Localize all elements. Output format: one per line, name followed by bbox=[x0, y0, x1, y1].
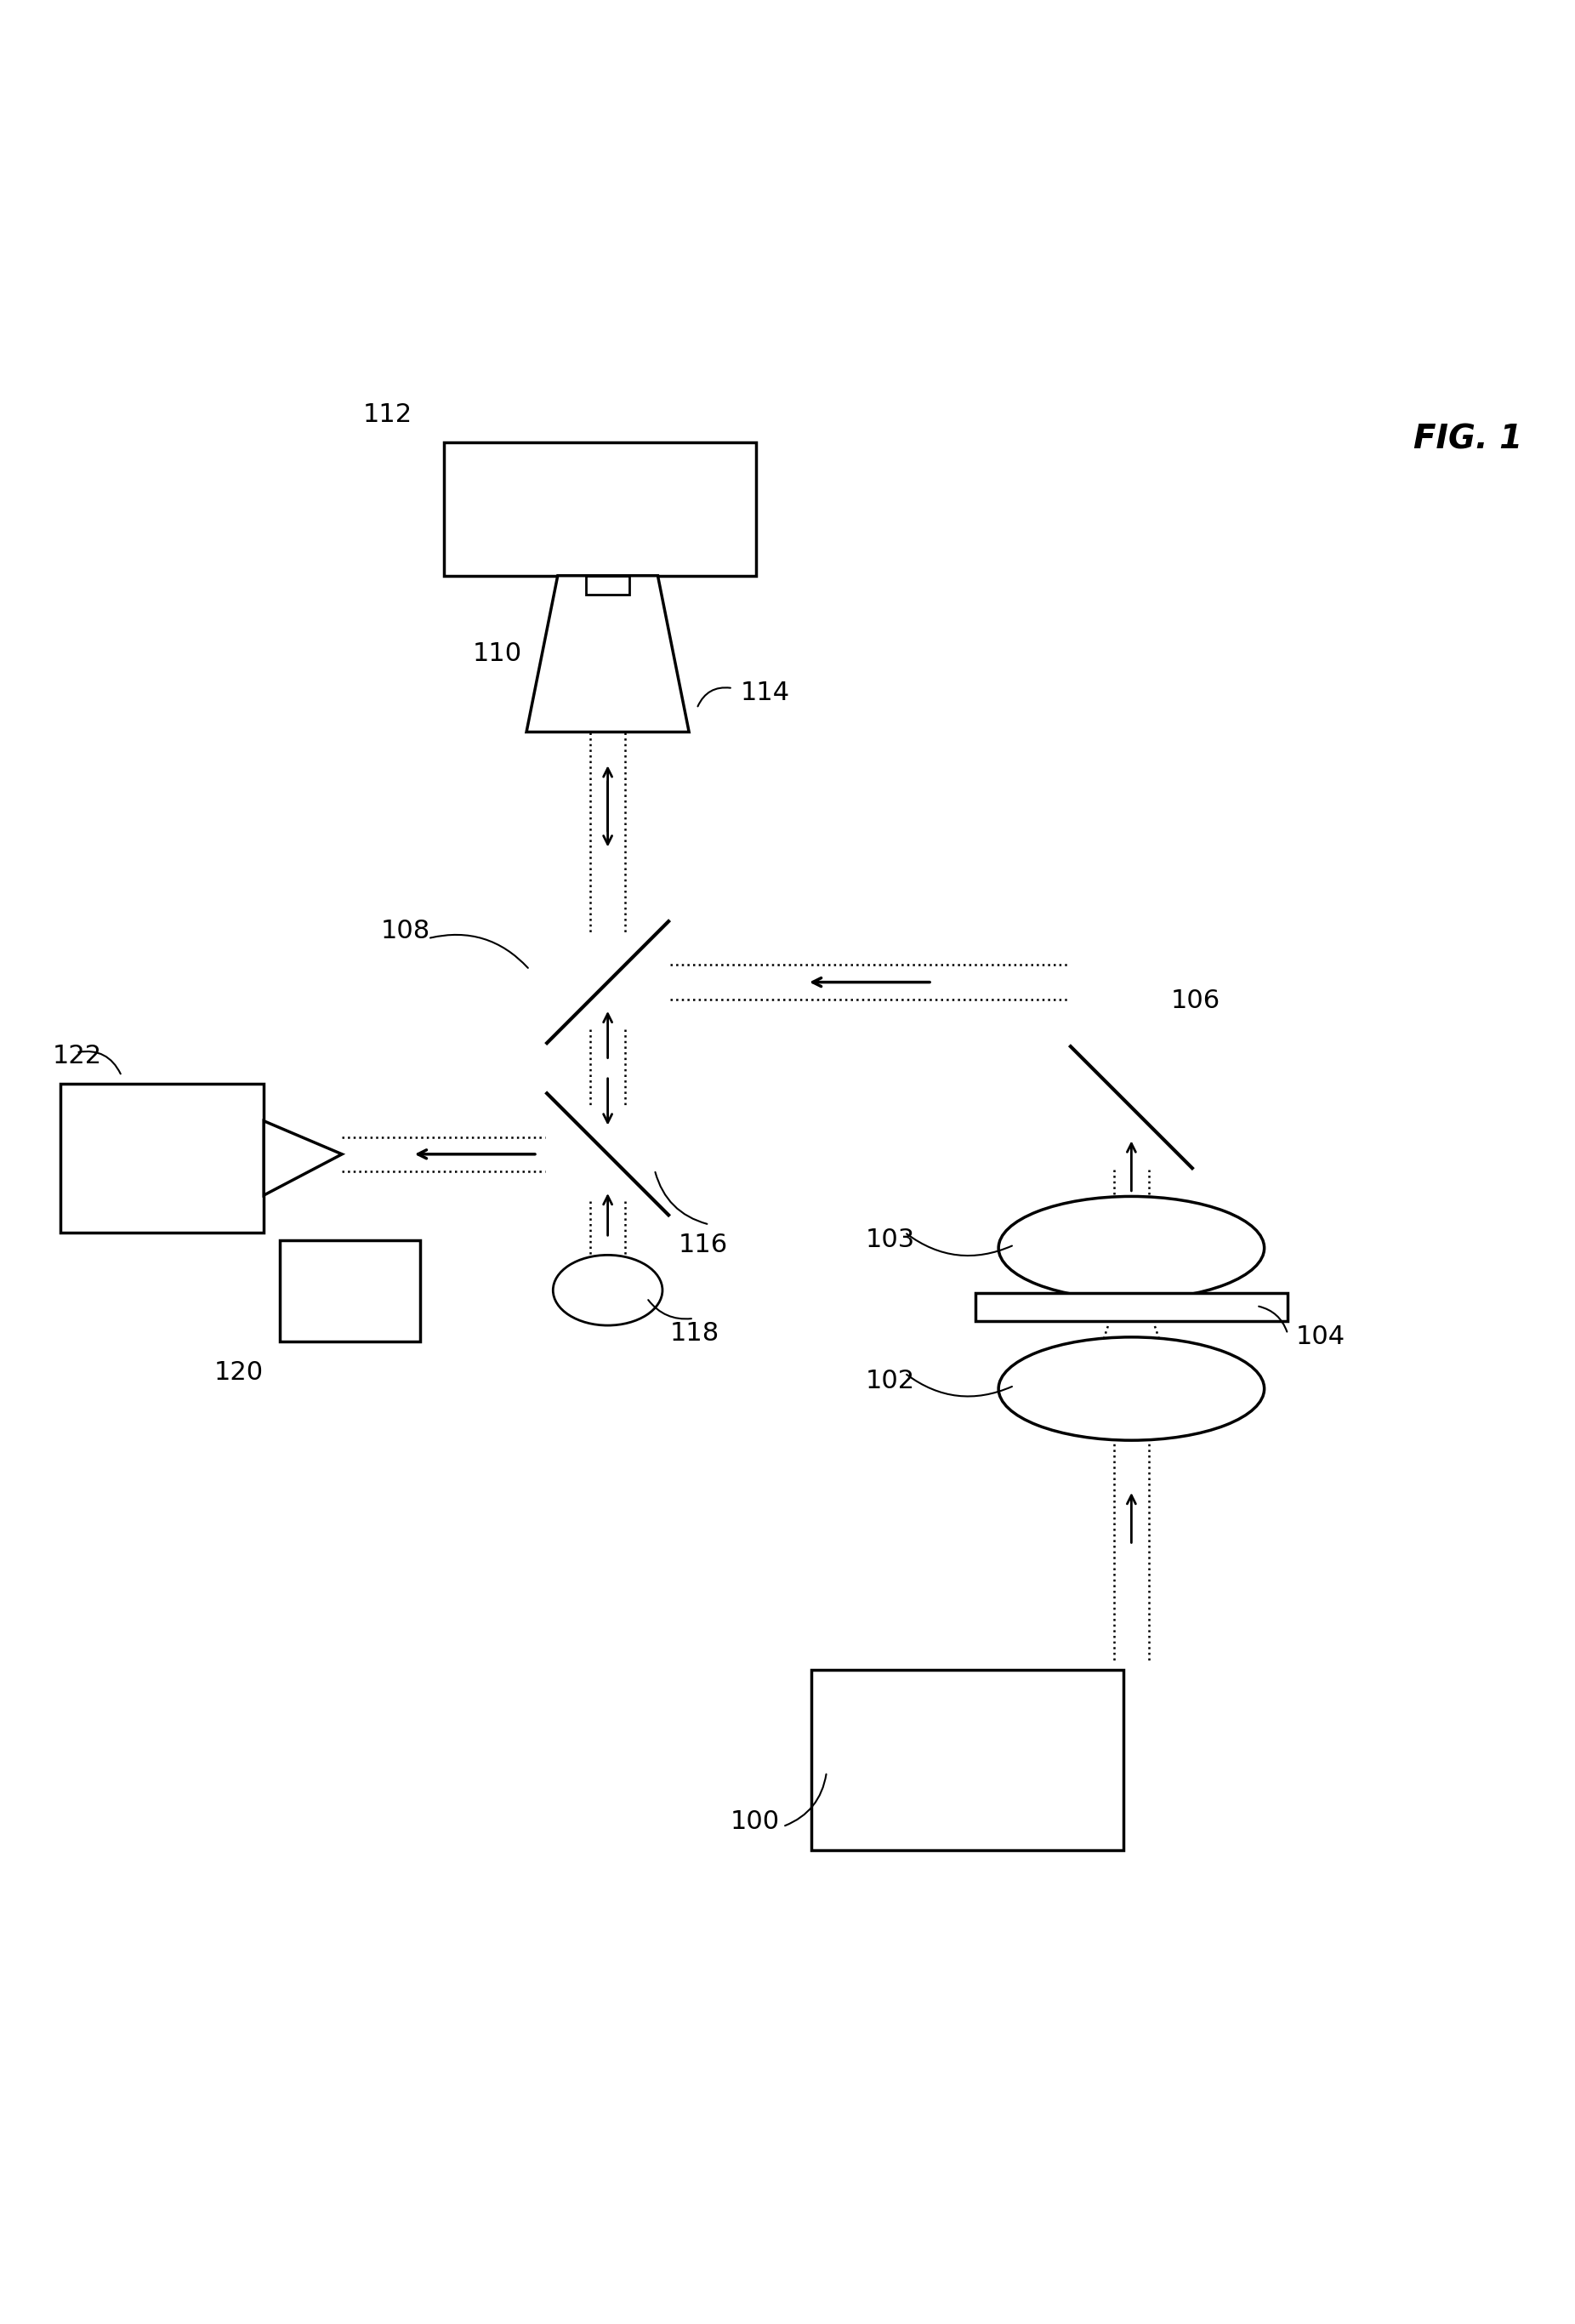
Text: 102: 102 bbox=[866, 1369, 915, 1394]
Text: 120: 120 bbox=[214, 1360, 265, 1385]
FancyBboxPatch shape bbox=[279, 1241, 421, 1341]
Text: FIG. 1: FIG. 1 bbox=[1413, 423, 1521, 456]
Text: 118: 118 bbox=[671, 1322, 720, 1346]
FancyBboxPatch shape bbox=[60, 1083, 265, 1232]
Polygon shape bbox=[265, 1120, 342, 1195]
Text: 104: 104 bbox=[1296, 1325, 1345, 1350]
FancyBboxPatch shape bbox=[975, 1294, 1288, 1322]
FancyBboxPatch shape bbox=[444, 444, 756, 576]
Text: 114: 114 bbox=[740, 681, 791, 704]
Text: 106: 106 bbox=[1170, 988, 1221, 1013]
Text: 110: 110 bbox=[472, 641, 521, 667]
Ellipse shape bbox=[999, 1197, 1265, 1299]
Text: 112: 112 bbox=[362, 402, 413, 428]
Ellipse shape bbox=[999, 1336, 1265, 1441]
Text: 108: 108 bbox=[381, 918, 430, 944]
Polygon shape bbox=[526, 576, 688, 732]
Text: 103: 103 bbox=[866, 1227, 915, 1253]
Ellipse shape bbox=[553, 1255, 663, 1325]
FancyBboxPatch shape bbox=[811, 1671, 1123, 1850]
Text: 100: 100 bbox=[731, 1810, 780, 1834]
Text: 122: 122 bbox=[54, 1043, 102, 1069]
FancyBboxPatch shape bbox=[586, 576, 630, 595]
Text: 116: 116 bbox=[679, 1232, 728, 1257]
